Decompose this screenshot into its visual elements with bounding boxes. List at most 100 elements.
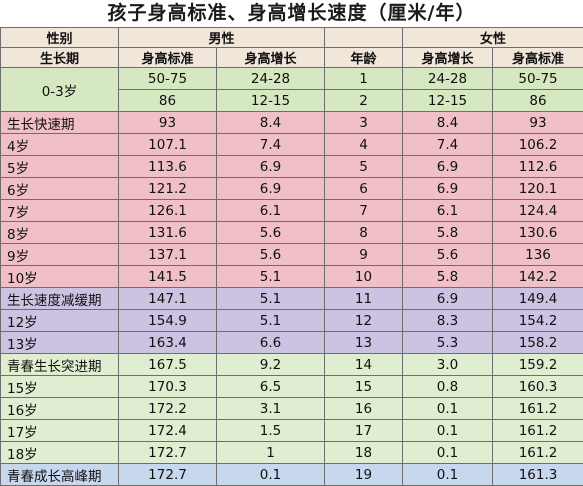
cell-period-label: 9岁 — [1, 244, 119, 266]
cell-age: 15 — [325, 376, 403, 398]
cell-male-std: 167.5 — [119, 354, 217, 376]
cell-female-std: 136 — [493, 244, 583, 266]
cell-female-std: 130.6 — [493, 222, 583, 244]
cell-age: 17 — [325, 420, 403, 442]
cell-male-std: 107.1 — [119, 134, 217, 156]
cell-period-label: 6岁 — [1, 178, 119, 200]
cell-period-label: 4岁 — [1, 134, 119, 156]
cell-female-std: 50-75 — [493, 68, 583, 90]
cell-male-std: 170.3 — [119, 376, 217, 398]
cell-male-std: 172.7 — [119, 464, 217, 486]
cell-female-inc: 7.4 — [403, 134, 493, 156]
cell-male-std: 172.4 — [119, 420, 217, 442]
cell-female-inc: 6.9 — [403, 156, 493, 178]
header-male-height-std: 身高标准 — [119, 48, 217, 68]
cell-female-std: 86 — [493, 90, 583, 112]
header-male-height-inc: 身高增长 — [217, 48, 325, 68]
cell-female-std: 161.2 — [493, 420, 583, 442]
cell-male-inc: 3.1 — [217, 398, 325, 420]
cell-male-std: 163.4 — [119, 332, 217, 354]
header-gender-label: 性别 — [1, 28, 119, 48]
cell-female-std: 161.2 — [493, 398, 583, 420]
cell-female-std: 124.4 — [493, 200, 583, 222]
cell-female-std: 159.2 — [493, 354, 583, 376]
cell-female-inc: 8.3 — [403, 310, 493, 332]
cell-female-inc: 5.8 — [403, 222, 493, 244]
cell-age: 9 — [325, 244, 403, 266]
cell-male-inc: 6.9 — [217, 156, 325, 178]
cell-male-std: 154.9 — [119, 310, 217, 332]
cell-female-std: 149.4 — [493, 288, 583, 310]
cell-period-label: 13岁 — [1, 332, 119, 354]
header-row-columns: 生长期 身高标准 身高增长 年龄 身高增长 身高标准 — [1, 48, 583, 68]
cell-male-inc: 7.4 — [217, 134, 325, 156]
cell-male-inc: 6.1 — [217, 200, 325, 222]
cell-male-inc: 5.6 — [217, 222, 325, 244]
cell-period-label: 生长速度减缓期 — [1, 288, 119, 310]
cell-age: 1 — [325, 68, 403, 90]
table-row: 0-3岁 50-75 24-28 1 24-28 50-75 — [1, 68, 583, 90]
cell-female-std: 112.6 — [493, 156, 583, 178]
cell-male-std: 93 — [119, 112, 217, 134]
cell-age: 5 — [325, 156, 403, 178]
cell-female-std: 120.1 — [493, 178, 583, 200]
cell-age: 13 — [325, 332, 403, 354]
cell-female-std: 154.2 — [493, 310, 583, 332]
cell-female-std: 161.2 — [493, 442, 583, 464]
cell-age: 7 — [325, 200, 403, 222]
cell-period-label: 16岁 — [1, 398, 119, 420]
header-male: 男性 — [119, 28, 325, 48]
cell-period-label: 18岁 — [1, 442, 119, 464]
cell-male-std: 141.5 — [119, 266, 217, 288]
group-label-0-3: 0-3岁 — [1, 68, 119, 112]
header-female: 女性 — [403, 28, 583, 48]
table-body: 性别 男性 女性 生长期 身高标准 身高增长 年龄 身高增长 身高标准 0-3岁… — [1, 28, 583, 486]
cell-female-inc: 3.0 — [403, 354, 493, 376]
cell-male-std: 137.1 — [119, 244, 217, 266]
cell-male-std: 172.2 — [119, 398, 217, 420]
cell-male-std: 172.7 — [119, 442, 217, 464]
cell-male-inc: 6.9 — [217, 178, 325, 200]
header-row-gender: 性别 男性 女性 — [1, 28, 583, 48]
cell-age: 18 — [325, 442, 403, 464]
cell-male-inc: 5.6 — [217, 244, 325, 266]
cell-period-label: 12岁 — [1, 310, 119, 332]
cell-female-std: 93 — [493, 112, 583, 134]
header-age: 年龄 — [325, 48, 403, 68]
cell-female-inc: 6.9 — [403, 288, 493, 310]
page-title: 孩子身高标准、身高增长速度（厘米/年） — [0, 0, 583, 27]
header-female-height-inc: 身高增长 — [403, 48, 493, 68]
cell-female-std: 158.2 — [493, 332, 583, 354]
cell-female-inc: 0.1 — [403, 464, 493, 486]
header-female-height-std: 身高标准 — [493, 48, 583, 68]
cell-male-std: 113.6 — [119, 156, 217, 178]
cell-male-inc: 24-28 — [217, 68, 325, 90]
cell-male-inc: 5.1 — [217, 288, 325, 310]
cell-male-std: 121.2 — [119, 178, 217, 200]
cell-male-std: 147.1 — [119, 288, 217, 310]
cell-female-inc: 0.1 — [403, 420, 493, 442]
cell-female-std: 106.2 — [493, 134, 583, 156]
cell-female-inc: 0.1 — [403, 442, 493, 464]
cell-period-label: 15岁 — [1, 376, 119, 398]
cell-period-label: 17岁 — [1, 420, 119, 442]
cell-female-inc: 6.9 — [403, 178, 493, 200]
cell-female-inc: 24-28 — [403, 68, 493, 90]
cell-period-label: 8岁 — [1, 222, 119, 244]
cell-male-inc: 5.1 — [217, 310, 325, 332]
cell-male-inc: 8.4 — [217, 112, 325, 134]
height-table: 性别 男性 女性 生长期 身高标准 身高增长 年龄 身高增长 身高标准 0-3岁… — [0, 27, 583, 486]
